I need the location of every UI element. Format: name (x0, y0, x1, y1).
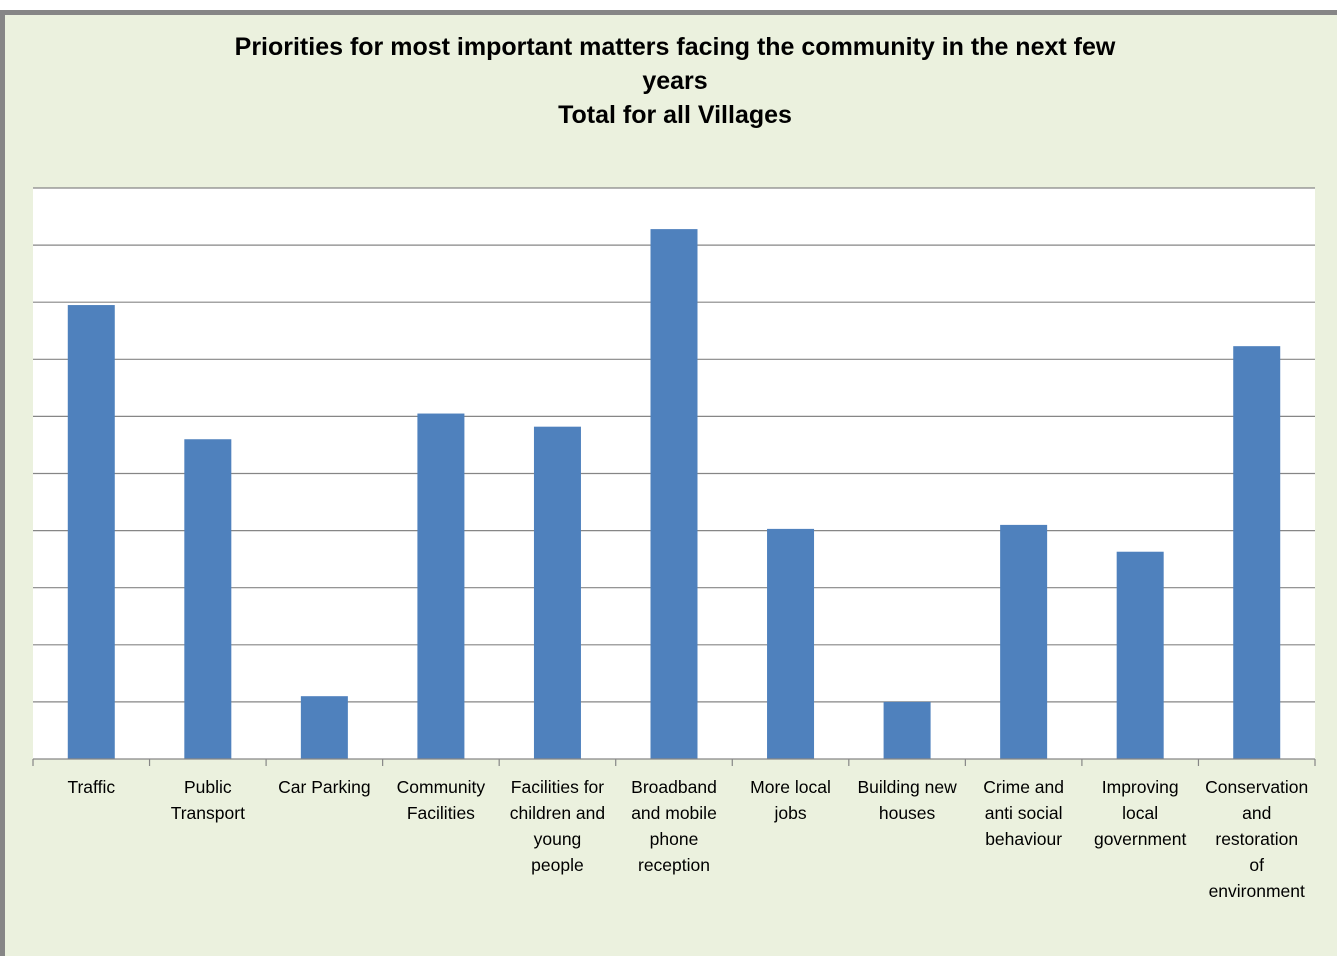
bar (883, 701, 931, 759)
bar (650, 229, 698, 759)
bar (1116, 551, 1164, 759)
x-tick-label: Crime and anti social behaviour (983, 777, 1064, 849)
x-tick-label: Building new houses (857, 777, 957, 823)
x-tick-label: Broadband and mobile phone reception (631, 777, 717, 875)
bar (1000, 524, 1048, 759)
bar (533, 426, 581, 759)
bar (67, 305, 115, 759)
chart-title-line-3: Total for all Villages (558, 101, 792, 129)
x-tick-label: Traffic (67, 777, 115, 797)
chart-title-line-1: Priorities for most important matters fa… (234, 33, 1116, 61)
chart-title: Priorities for most important matters fa… (150, 30, 1200, 132)
x-tick-label: Improving local government (1094, 777, 1187, 849)
bar (417, 413, 465, 759)
x-tick-label: Community Facilities (397, 777, 486, 823)
x-tick-label: More local jobs (750, 777, 831, 823)
bar (767, 528, 815, 759)
bar (184, 439, 232, 759)
x-tick-label: Facilities for children and young people (510, 777, 605, 875)
x-tick-label: Conservation and restoration of environment (1205, 777, 1308, 901)
x-tick-label: Car Parking (278, 777, 370, 797)
x-tick-label: Public Transport (171, 777, 245, 823)
bar (300, 696, 348, 759)
bar (1233, 346, 1281, 759)
chart-title-line-2: years (642, 67, 708, 95)
